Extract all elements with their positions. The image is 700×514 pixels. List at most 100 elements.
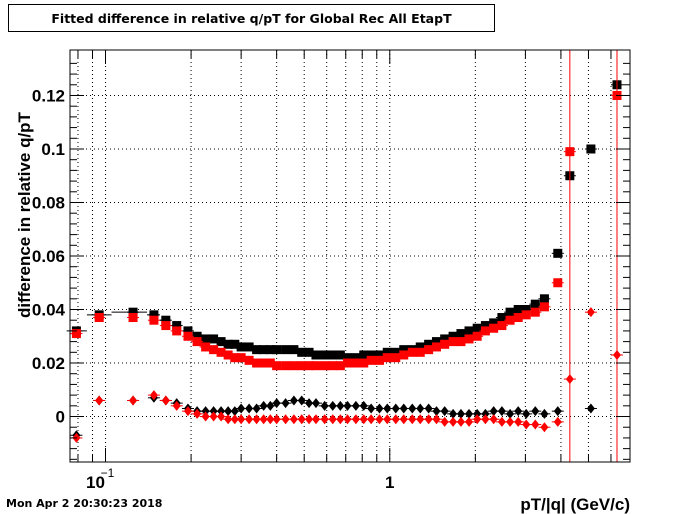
data-point bbox=[244, 355, 254, 365]
data-point bbox=[259, 414, 268, 425]
data-point bbox=[259, 400, 268, 411]
data-point bbox=[359, 414, 368, 425]
data-point bbox=[272, 361, 282, 371]
data-point bbox=[391, 347, 401, 357]
y-tick-label: 0.12 bbox=[32, 86, 65, 105]
data-point bbox=[382, 353, 392, 363]
data-point bbox=[351, 353, 361, 363]
data-point bbox=[497, 321, 507, 331]
data-point bbox=[540, 422, 549, 433]
data-point bbox=[94, 313, 104, 323]
data-point bbox=[553, 278, 563, 288]
data-point bbox=[201, 334, 211, 344]
data-point bbox=[328, 400, 337, 411]
data-point bbox=[497, 313, 507, 323]
data-point bbox=[497, 416, 506, 427]
data-point bbox=[289, 361, 299, 371]
data-point bbox=[513, 313, 523, 323]
data-point bbox=[328, 361, 338, 371]
data-point bbox=[513, 305, 523, 315]
data-point bbox=[416, 414, 425, 425]
data-point bbox=[522, 419, 531, 430]
data-point bbox=[489, 318, 499, 328]
data-point bbox=[335, 350, 345, 360]
data-point bbox=[281, 398, 290, 409]
data-point bbox=[391, 403, 400, 414]
data-point bbox=[415, 347, 425, 357]
data-point bbox=[71, 329, 81, 339]
axis-layer: 0 0.02 0.04 0.06 0.08 0.1 0.12 10−1 1 bbox=[32, 50, 631, 492]
data-point bbox=[480, 321, 490, 331]
data-point bbox=[565, 374, 574, 385]
data-point bbox=[252, 345, 262, 355]
data-point bbox=[375, 403, 384, 414]
data-point bbox=[342, 353, 352, 363]
data-point bbox=[305, 414, 314, 425]
data-point bbox=[201, 406, 210, 417]
x-tick-label-base: 1 bbox=[385, 473, 394, 492]
data-point bbox=[297, 414, 306, 425]
data-point bbox=[415, 342, 425, 352]
data-point bbox=[530, 299, 540, 309]
data-point bbox=[129, 395, 138, 406]
data-point bbox=[183, 326, 193, 336]
data-point bbox=[320, 361, 330, 371]
data-point bbox=[359, 358, 369, 368]
data-point bbox=[304, 361, 314, 371]
data-point bbox=[448, 337, 458, 347]
data-point bbox=[531, 406, 540, 417]
data-point bbox=[481, 408, 490, 419]
data-point bbox=[320, 350, 330, 360]
data-point bbox=[506, 416, 515, 427]
data-point bbox=[489, 414, 498, 425]
data-point bbox=[237, 414, 246, 425]
data-point bbox=[553, 416, 562, 427]
data-point bbox=[359, 400, 368, 411]
data-point bbox=[209, 334, 219, 344]
data-point bbox=[183, 331, 193, 341]
data-point bbox=[553, 248, 563, 258]
data-point bbox=[489, 323, 499, 333]
data-point bbox=[391, 353, 401, 363]
data-point bbox=[161, 321, 171, 331]
chart-title: Fitted difference in relative q/pT for G… bbox=[51, 11, 452, 26]
data-point bbox=[432, 414, 441, 425]
data-point bbox=[328, 350, 338, 360]
data-point bbox=[456, 337, 466, 347]
data-point bbox=[217, 406, 226, 417]
data-point bbox=[586, 403, 595, 414]
data-point bbox=[128, 313, 138, 323]
data-point bbox=[505, 307, 515, 317]
data-point bbox=[224, 414, 233, 425]
data-point bbox=[272, 398, 281, 409]
data-point bbox=[172, 400, 181, 411]
data-point bbox=[383, 414, 392, 425]
data-point bbox=[216, 347, 226, 357]
y-tick-label: 0.06 bbox=[32, 247, 65, 266]
data-point bbox=[259, 345, 269, 355]
data-point bbox=[366, 355, 376, 365]
data-point bbox=[245, 403, 254, 414]
data-point bbox=[382, 347, 392, 357]
data-point bbox=[193, 408, 202, 419]
marks-layer bbox=[66, 50, 623, 462]
data-point bbox=[209, 345, 219, 355]
data-point bbox=[375, 414, 384, 425]
data-point bbox=[252, 358, 262, 368]
data-point bbox=[161, 315, 171, 325]
data-point bbox=[265, 345, 275, 355]
data-point bbox=[281, 414, 290, 425]
data-point bbox=[480, 326, 490, 336]
data-point bbox=[311, 361, 321, 371]
data-point bbox=[224, 406, 233, 417]
y-tick-label: 0.1 bbox=[41, 140, 65, 159]
data-point bbox=[289, 414, 298, 425]
data-point bbox=[149, 390, 158, 401]
data-point bbox=[252, 403, 261, 414]
data-point bbox=[431, 337, 441, 347]
data-point bbox=[374, 350, 384, 360]
data-point bbox=[465, 408, 474, 419]
data-point bbox=[351, 358, 361, 368]
data-point bbox=[289, 345, 299, 355]
data-point bbox=[128, 307, 138, 317]
